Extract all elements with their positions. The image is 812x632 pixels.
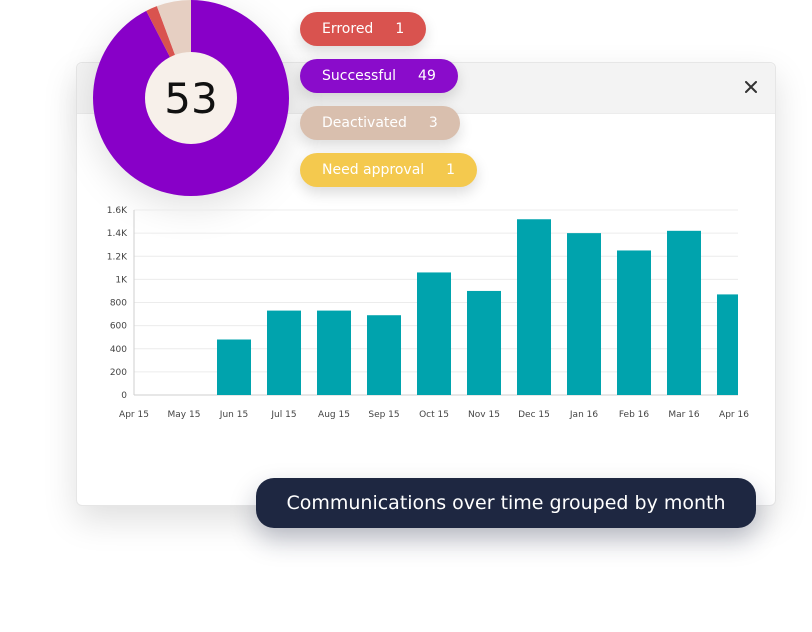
status-pill-label: Successful	[322, 68, 397, 84]
status-pill-errored[interactable]: Errored 1	[300, 12, 427, 46]
bar	[467, 290, 501, 395]
y-tick-label: 600	[110, 322, 127, 332]
status-pill-successful[interactable]: Successful 49	[300, 59, 458, 93]
status-pill-label: Deactivated	[322, 115, 407, 131]
donut-total: 53	[145, 52, 237, 144]
bar	[617, 250, 651, 395]
chart-caption: Communications over time grouped by mont…	[256, 478, 756, 528]
status-pill-count: 1	[446, 162, 456, 178]
x-tick-label: Aug 15	[318, 410, 350, 420]
status-pill-count: 1	[395, 21, 405, 37]
y-tick-label: 0	[121, 391, 127, 401]
x-tick-label: Jul 15	[270, 410, 296, 420]
x-tick-label: Oct 15	[419, 410, 449, 420]
status-pill-count: 49	[418, 68, 436, 84]
x-tick-label: Sep 15	[368, 410, 399, 420]
y-tick-label: 400	[110, 345, 127, 355]
x-tick-label: Dec 15	[518, 410, 550, 420]
x-tick-label: May 15	[168, 410, 201, 420]
bar	[217, 339, 251, 395]
status-donut-chart: 53	[93, 0, 289, 196]
bar	[517, 219, 551, 395]
status-pill-label: Need approval	[322, 162, 425, 178]
y-tick-label: 1.6K	[107, 206, 128, 216]
y-tick-label: 800	[110, 299, 127, 309]
bar	[317, 310, 351, 395]
status-pill-deactivated[interactable]: Deactivated 3	[300, 106, 460, 140]
x-tick-label: Feb 16	[619, 410, 650, 420]
bar	[667, 230, 701, 395]
bar-chart: 0 200 400 600 800 1K 1.2K 1.4K 1.6K Apr 15 May 15 J…	[107, 206, 749, 420]
status-pill-need-approval[interactable]: Need approval 1	[300, 153, 478, 187]
x-tick-label: Apr 16	[719, 410, 749, 420]
bar	[417, 272, 451, 395]
close-button[interactable]	[741, 77, 761, 97]
x-tick-label: Mar 16	[668, 410, 700, 420]
status-pill-label: Errored	[322, 21, 374, 37]
bar	[567, 233, 601, 395]
x-tick-label: Nov 15	[468, 410, 500, 420]
bar	[717, 294, 738, 395]
y-tick-label: 200	[110, 368, 127, 378]
x-tick-label: Apr 15	[119, 410, 149, 420]
x-tick-label: Jun 15	[219, 410, 248, 420]
close-icon	[745, 81, 757, 93]
y-tick-label: 1.4K	[107, 229, 128, 239]
bar	[367, 315, 401, 395]
y-tick-label: 1K	[115, 275, 128, 285]
bar	[267, 310, 301, 395]
x-tick-label: Jan 16	[569, 410, 598, 420]
status-pill-count: 3	[428, 115, 438, 131]
y-tick-label: 1.2K	[107, 252, 128, 262]
